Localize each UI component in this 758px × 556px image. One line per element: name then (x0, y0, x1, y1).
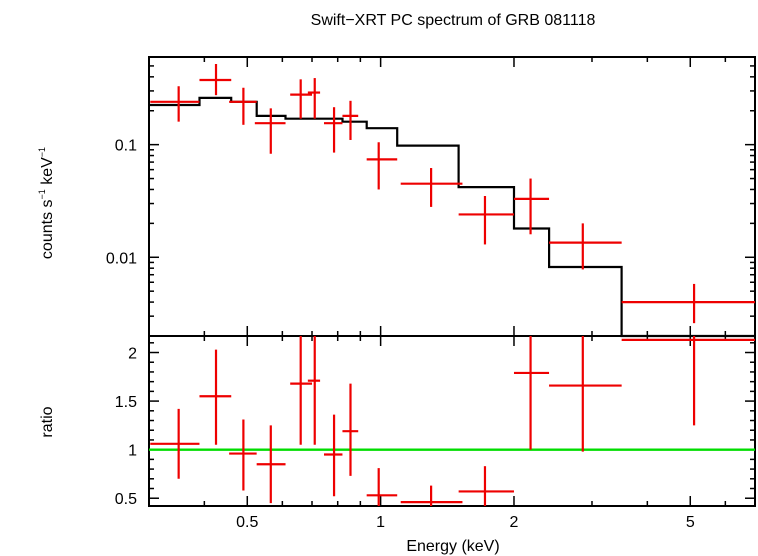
ratio-data-point (150, 408, 200, 479)
spectrum-data-point (254, 108, 286, 154)
ratio-data-point (342, 383, 359, 476)
y-tick-label: 2 (128, 346, 137, 363)
ratio-panel: 0.5 1 2 5 0.5 1 1.5 2 (115, 335, 756, 531)
ratio-data-point (256, 425, 286, 504)
spectrum-data-point (150, 86, 200, 122)
ratio-data-point (229, 419, 257, 491)
spectrum-data-point (199, 63, 232, 96)
x-tick-label: 5 (686, 514, 695, 531)
x-axis-label: Energy (keV) (406, 538, 499, 555)
ratio-data-point (513, 336, 550, 450)
spectrum-data-point (366, 142, 398, 190)
ylabel-base: counts s (39, 199, 56, 259)
y-tick-label: 1.5 (115, 394, 137, 411)
spectrum-data-point (323, 107, 343, 153)
ratio-data-point (290, 336, 313, 445)
ylabel-exp2: −1 (37, 147, 47, 157)
y-tick-label: 1 (128, 443, 137, 460)
ratio-data-point (458, 466, 514, 506)
spectrum-data-point (229, 87, 257, 125)
upper-ylabel: counts s−1 keV−1 (37, 147, 56, 259)
ratio-frame (148, 335, 756, 507)
lower-ylabel: ratio (39, 406, 56, 437)
spectrum-data-point (307, 78, 321, 119)
x-tick-label: 2 (510, 514, 519, 531)
upper-ylabel-text: counts s−1 keV−1 (37, 147, 56, 259)
y-tick-label: 0.01 (106, 250, 137, 267)
x-tick-label: 0.5 (236, 514, 258, 531)
y-tick-label: 0.1 (115, 138, 137, 155)
ratio-data-point (621, 336, 755, 426)
spectrum-data-point (549, 223, 622, 270)
ratio-data-point (366, 468, 398, 506)
spectrum-panel: 0.1 0.01 (106, 56, 756, 338)
spectrum-data-point (342, 100, 359, 140)
ylabel-exp1: −1 (37, 189, 47, 199)
ratio-data-point (549, 336, 622, 452)
ylabel-mid: keV (39, 157, 56, 189)
chart-title: Swift−XRT PC spectrum of GRB 081118 (311, 12, 596, 29)
spectrum-data-point (290, 79, 313, 119)
spectrum-data-point (458, 195, 514, 245)
model-step-line (149, 96, 755, 338)
y-tick-label: 0.5 (115, 491, 137, 508)
x-tick-label: 1 (376, 514, 385, 531)
spectrum-frame (148, 56, 756, 337)
spectrum-data-point (400, 168, 463, 207)
ratio-data-point (323, 414, 343, 497)
spectrum-data-point (513, 178, 550, 235)
ratio-data-point (199, 349, 232, 445)
ratio-data-point (400, 485, 463, 506)
spectrum-data-point (621, 283, 755, 324)
ratio-data-point (307, 336, 321, 445)
